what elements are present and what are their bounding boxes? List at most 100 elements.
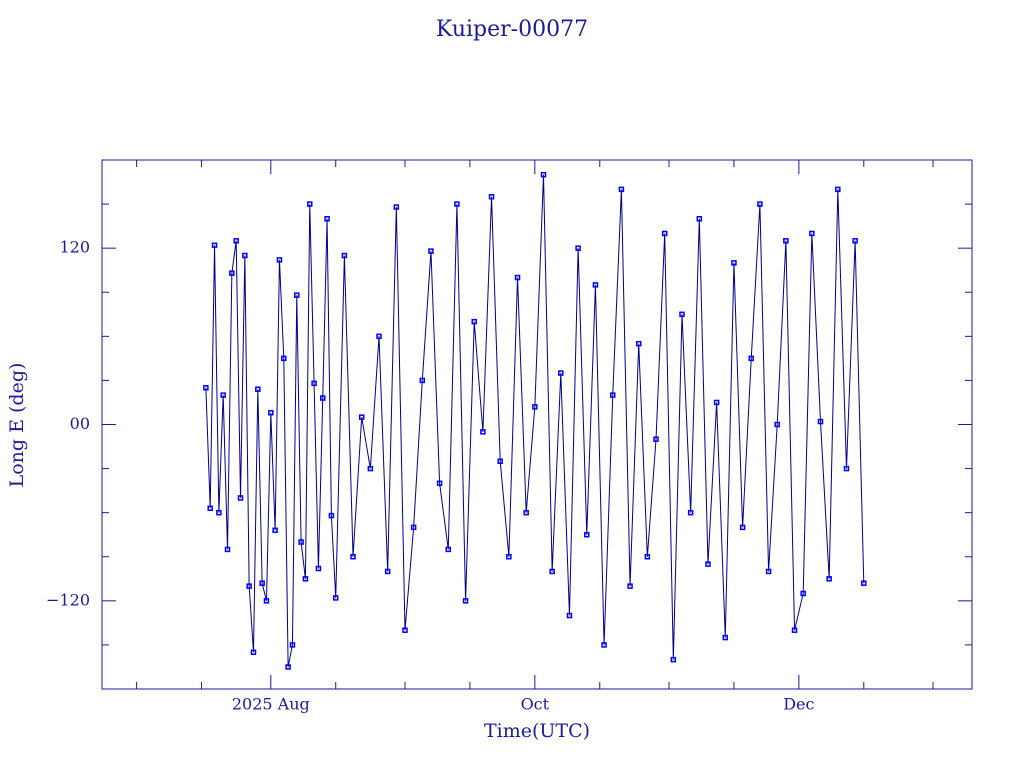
data-point xyxy=(350,554,356,560)
plot-area xyxy=(203,171,867,670)
data-point xyxy=(276,257,283,263)
data-line xyxy=(205,174,865,668)
x-tick-label: Dec xyxy=(783,695,814,714)
data-point xyxy=(506,554,512,560)
x-axis-label: Time(UTC) xyxy=(484,720,590,742)
data-point xyxy=(272,527,278,534)
data-point xyxy=(263,598,270,604)
data-point xyxy=(376,333,382,340)
data-point xyxy=(242,252,248,259)
data-point xyxy=(705,561,711,567)
data-point xyxy=(289,642,296,648)
data-point xyxy=(246,583,252,589)
data-point xyxy=(332,595,339,601)
data-point xyxy=(731,260,737,266)
data-point xyxy=(462,598,469,604)
data-point xyxy=(618,186,625,193)
data-point xyxy=(549,568,555,575)
data-point xyxy=(410,524,417,531)
data-point xyxy=(861,580,867,586)
data-point xyxy=(817,418,824,425)
data-point xyxy=(216,509,222,516)
data-point xyxy=(436,480,443,487)
data-point xyxy=(259,580,265,586)
data-point xyxy=(835,186,841,193)
y-axis-label: Long E (deg) xyxy=(6,363,28,488)
data-point xyxy=(687,509,694,516)
data-point xyxy=(558,370,564,376)
x-tick-label: Oct xyxy=(521,695,550,714)
data-point xyxy=(211,242,218,248)
data-point xyxy=(358,414,365,420)
data-point xyxy=(627,583,633,589)
data-point xyxy=(497,458,503,464)
data-point xyxy=(341,252,348,259)
data-point xyxy=(285,664,291,670)
data-point xyxy=(644,554,651,560)
x-tick-label: 2025 Aug xyxy=(232,695,310,714)
data-point xyxy=(601,642,607,648)
data-point xyxy=(748,355,755,362)
data-point xyxy=(255,386,261,392)
data-point xyxy=(319,395,326,401)
data-point xyxy=(852,238,858,244)
data-point xyxy=(298,539,304,545)
data-point xyxy=(237,495,244,501)
data-point xyxy=(575,245,581,251)
data-point xyxy=(480,429,486,435)
data-point xyxy=(670,656,677,663)
data-point xyxy=(540,171,547,178)
data-point xyxy=(653,436,659,442)
data-point xyxy=(757,201,763,207)
data-point xyxy=(791,627,798,633)
data-point xyxy=(224,546,231,553)
data-point xyxy=(307,201,313,207)
data-point xyxy=(428,248,434,254)
data-point xyxy=(419,377,426,384)
data-point xyxy=(722,634,729,641)
data-point xyxy=(328,512,335,519)
data-point xyxy=(393,204,400,210)
data-point xyxy=(454,201,460,207)
data-point xyxy=(783,238,789,244)
data-point xyxy=(233,238,239,244)
data-point xyxy=(220,392,226,398)
data-point xyxy=(609,392,616,398)
data-point xyxy=(207,505,213,512)
y-tick-label: −120 xyxy=(46,590,90,609)
data-point xyxy=(661,230,668,237)
data-point xyxy=(523,509,529,516)
data-point xyxy=(294,292,300,298)
data-point xyxy=(739,524,746,531)
data-point xyxy=(566,612,573,619)
data-point xyxy=(592,282,599,288)
data-point xyxy=(713,399,720,406)
data-point xyxy=(774,421,780,428)
data-point xyxy=(679,311,685,318)
data-point xyxy=(800,590,806,597)
data-point xyxy=(826,576,832,582)
chart-title: Kuiper-00077 xyxy=(436,17,588,42)
data-point xyxy=(765,568,772,575)
data-point xyxy=(302,576,309,582)
y-tick-label: 120 xyxy=(59,238,90,257)
y-tick-label: 00 xyxy=(70,414,90,433)
data-point xyxy=(514,274,521,281)
data-point xyxy=(311,380,317,387)
data-point xyxy=(488,193,495,200)
data-point xyxy=(315,565,322,572)
data-point xyxy=(281,355,287,362)
data-point xyxy=(635,340,642,347)
data-point xyxy=(367,465,374,472)
data-point xyxy=(696,216,703,222)
data-point xyxy=(250,649,257,656)
data-point xyxy=(268,409,274,416)
data-point xyxy=(584,531,590,538)
data-point xyxy=(445,546,452,553)
data-point xyxy=(324,216,330,222)
data-point xyxy=(229,270,235,276)
data-point xyxy=(402,627,408,633)
data-point xyxy=(843,465,850,472)
